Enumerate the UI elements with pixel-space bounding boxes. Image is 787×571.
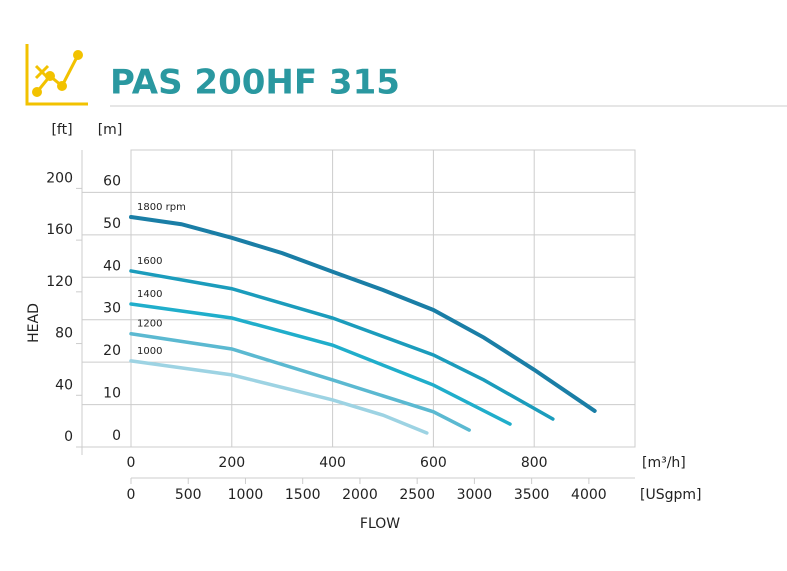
x2-tick-label: 1500 bbox=[285, 487, 321, 503]
x2-tick-label: 0 bbox=[127, 487, 136, 503]
x-tick-label: 200 bbox=[218, 455, 245, 471]
y-tick-label: 60 bbox=[103, 173, 121, 189]
y-tick-label: 50 bbox=[103, 216, 121, 232]
y2-tick-label: 40 bbox=[55, 377, 73, 393]
series-label: 1200 bbox=[137, 319, 162, 330]
chart-title: PAS 200HF 315 bbox=[110, 63, 400, 103]
series-label: 1600 bbox=[137, 256, 162, 267]
y2-tick-label: 160 bbox=[46, 222, 73, 238]
x-label: FLOW bbox=[360, 516, 400, 532]
y-tick-label: 30 bbox=[103, 301, 121, 317]
x2-tick-label: 3000 bbox=[457, 487, 493, 503]
curve bbox=[129, 359, 429, 435]
x2-tick-label: 1000 bbox=[228, 487, 264, 503]
y-tick-label: 0 bbox=[112, 428, 121, 444]
series-label: 1400 bbox=[137, 289, 162, 300]
y-unit: [m] bbox=[98, 122, 123, 138]
y-tick-label: 40 bbox=[103, 258, 121, 274]
series-label: 1800 rpm bbox=[137, 202, 186, 213]
y-label: HEAD bbox=[26, 303, 42, 343]
y-tick-label: 20 bbox=[103, 343, 121, 359]
x-tick-label: 600 bbox=[420, 455, 447, 471]
curve bbox=[129, 215, 597, 413]
y2-unit: [ft] bbox=[51, 122, 72, 138]
curve bbox=[129, 331, 471, 432]
y2-tick-label: 80 bbox=[55, 326, 73, 342]
x2-tick-label: 2000 bbox=[342, 487, 378, 503]
x2-tick-label: 4000 bbox=[571, 487, 607, 503]
title-icon bbox=[25, 44, 88, 106]
curve bbox=[129, 269, 555, 421]
x2-tick-label: 3500 bbox=[514, 487, 550, 503]
y-tick-label: 10 bbox=[103, 386, 121, 402]
x-tick-label: 0 bbox=[127, 455, 136, 471]
y2-tick-label: 200 bbox=[46, 170, 73, 186]
x2-tick-label: 500 bbox=[175, 487, 202, 503]
x2-tick-label: 2500 bbox=[399, 487, 435, 503]
x2-unit: [USgpm] bbox=[640, 487, 701, 503]
series-label: 1000 bbox=[137, 346, 162, 357]
x-tick-label: 400 bbox=[319, 455, 346, 471]
x-unit: [m³/h] bbox=[642, 455, 686, 471]
curve bbox=[129, 302, 512, 426]
y2-tick-label: 120 bbox=[46, 274, 73, 290]
y2-tick-label: 0 bbox=[64, 429, 73, 445]
plot-frame bbox=[130, 149, 636, 448]
x-tick-label: 800 bbox=[521, 455, 548, 471]
